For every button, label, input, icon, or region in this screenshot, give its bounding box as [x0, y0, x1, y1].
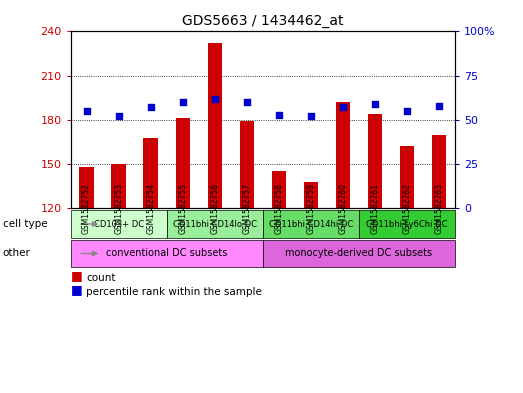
Point — [83, 108, 91, 114]
Text: GSM1582755: GSM1582755 — [178, 183, 187, 234]
Point — [211, 95, 219, 102]
Text: GSM1582752: GSM1582752 — [82, 183, 91, 234]
Bar — [111, 164, 126, 208]
Text: GSM1582756: GSM1582756 — [210, 183, 219, 234]
Point — [339, 104, 347, 111]
Text: CD11bhi Ly6Chi DC: CD11bhi Ly6Chi DC — [366, 220, 448, 228]
Text: GSM1582757: GSM1582757 — [242, 183, 251, 234]
Text: GSM1582753: GSM1582753 — [114, 183, 123, 234]
Point — [306, 113, 315, 119]
Bar — [143, 138, 158, 208]
Bar — [263, 240, 455, 267]
Bar — [208, 43, 222, 208]
Text: GSM1582760: GSM1582760 — [338, 183, 347, 234]
Text: percentile rank within the sample: percentile rank within the sample — [86, 287, 262, 297]
Bar — [240, 121, 254, 208]
Text: GSM1582758: GSM1582758 — [275, 183, 283, 234]
Text: CD103+ DC: CD103+ DC — [94, 220, 144, 228]
Bar — [400, 146, 414, 208]
Text: conventional DC subsets: conventional DC subsets — [106, 248, 228, 259]
Bar — [71, 210, 167, 238]
Text: GSM1582754: GSM1582754 — [146, 183, 155, 234]
Text: ■: ■ — [71, 283, 82, 296]
Text: CD11bhi CD14lo DC: CD11bhi CD14lo DC — [173, 220, 257, 228]
Bar — [79, 167, 94, 208]
Text: ■: ■ — [71, 269, 82, 282]
Text: cell type: cell type — [3, 219, 47, 229]
Text: GSM1582762: GSM1582762 — [403, 183, 412, 234]
Bar — [336, 102, 350, 208]
Point — [243, 99, 251, 105]
Text: monocyte-derived DC subsets: monocyte-derived DC subsets — [286, 248, 433, 259]
Text: GSM1582761: GSM1582761 — [370, 183, 379, 234]
Bar — [304, 182, 318, 208]
Point — [403, 108, 411, 114]
Text: GSM1582763: GSM1582763 — [435, 183, 444, 234]
Text: other: other — [3, 248, 30, 259]
Point — [178, 99, 187, 105]
Bar — [359, 210, 455, 238]
Text: GSM1582759: GSM1582759 — [306, 183, 315, 234]
Bar — [432, 134, 446, 208]
Point — [371, 101, 379, 107]
Text: count: count — [86, 273, 116, 283]
Bar — [271, 171, 286, 208]
Bar — [71, 240, 263, 267]
Point — [275, 112, 283, 118]
Bar — [176, 118, 190, 208]
Bar — [263, 210, 359, 238]
Bar — [368, 114, 382, 208]
Title: GDS5663 / 1434462_at: GDS5663 / 1434462_at — [182, 14, 344, 28]
Bar — [167, 210, 263, 238]
Point — [115, 113, 123, 119]
Point — [146, 104, 155, 111]
Point — [435, 103, 443, 109]
Text: CD11bhi CD14hi DC: CD11bhi CD14hi DC — [269, 220, 353, 228]
